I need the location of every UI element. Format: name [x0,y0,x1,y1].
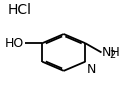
Text: N: N [87,63,96,76]
Text: NH: NH [102,46,121,59]
Text: HO: HO [5,37,24,50]
Text: HCl: HCl [8,3,32,17]
Text: 2: 2 [110,50,116,60]
